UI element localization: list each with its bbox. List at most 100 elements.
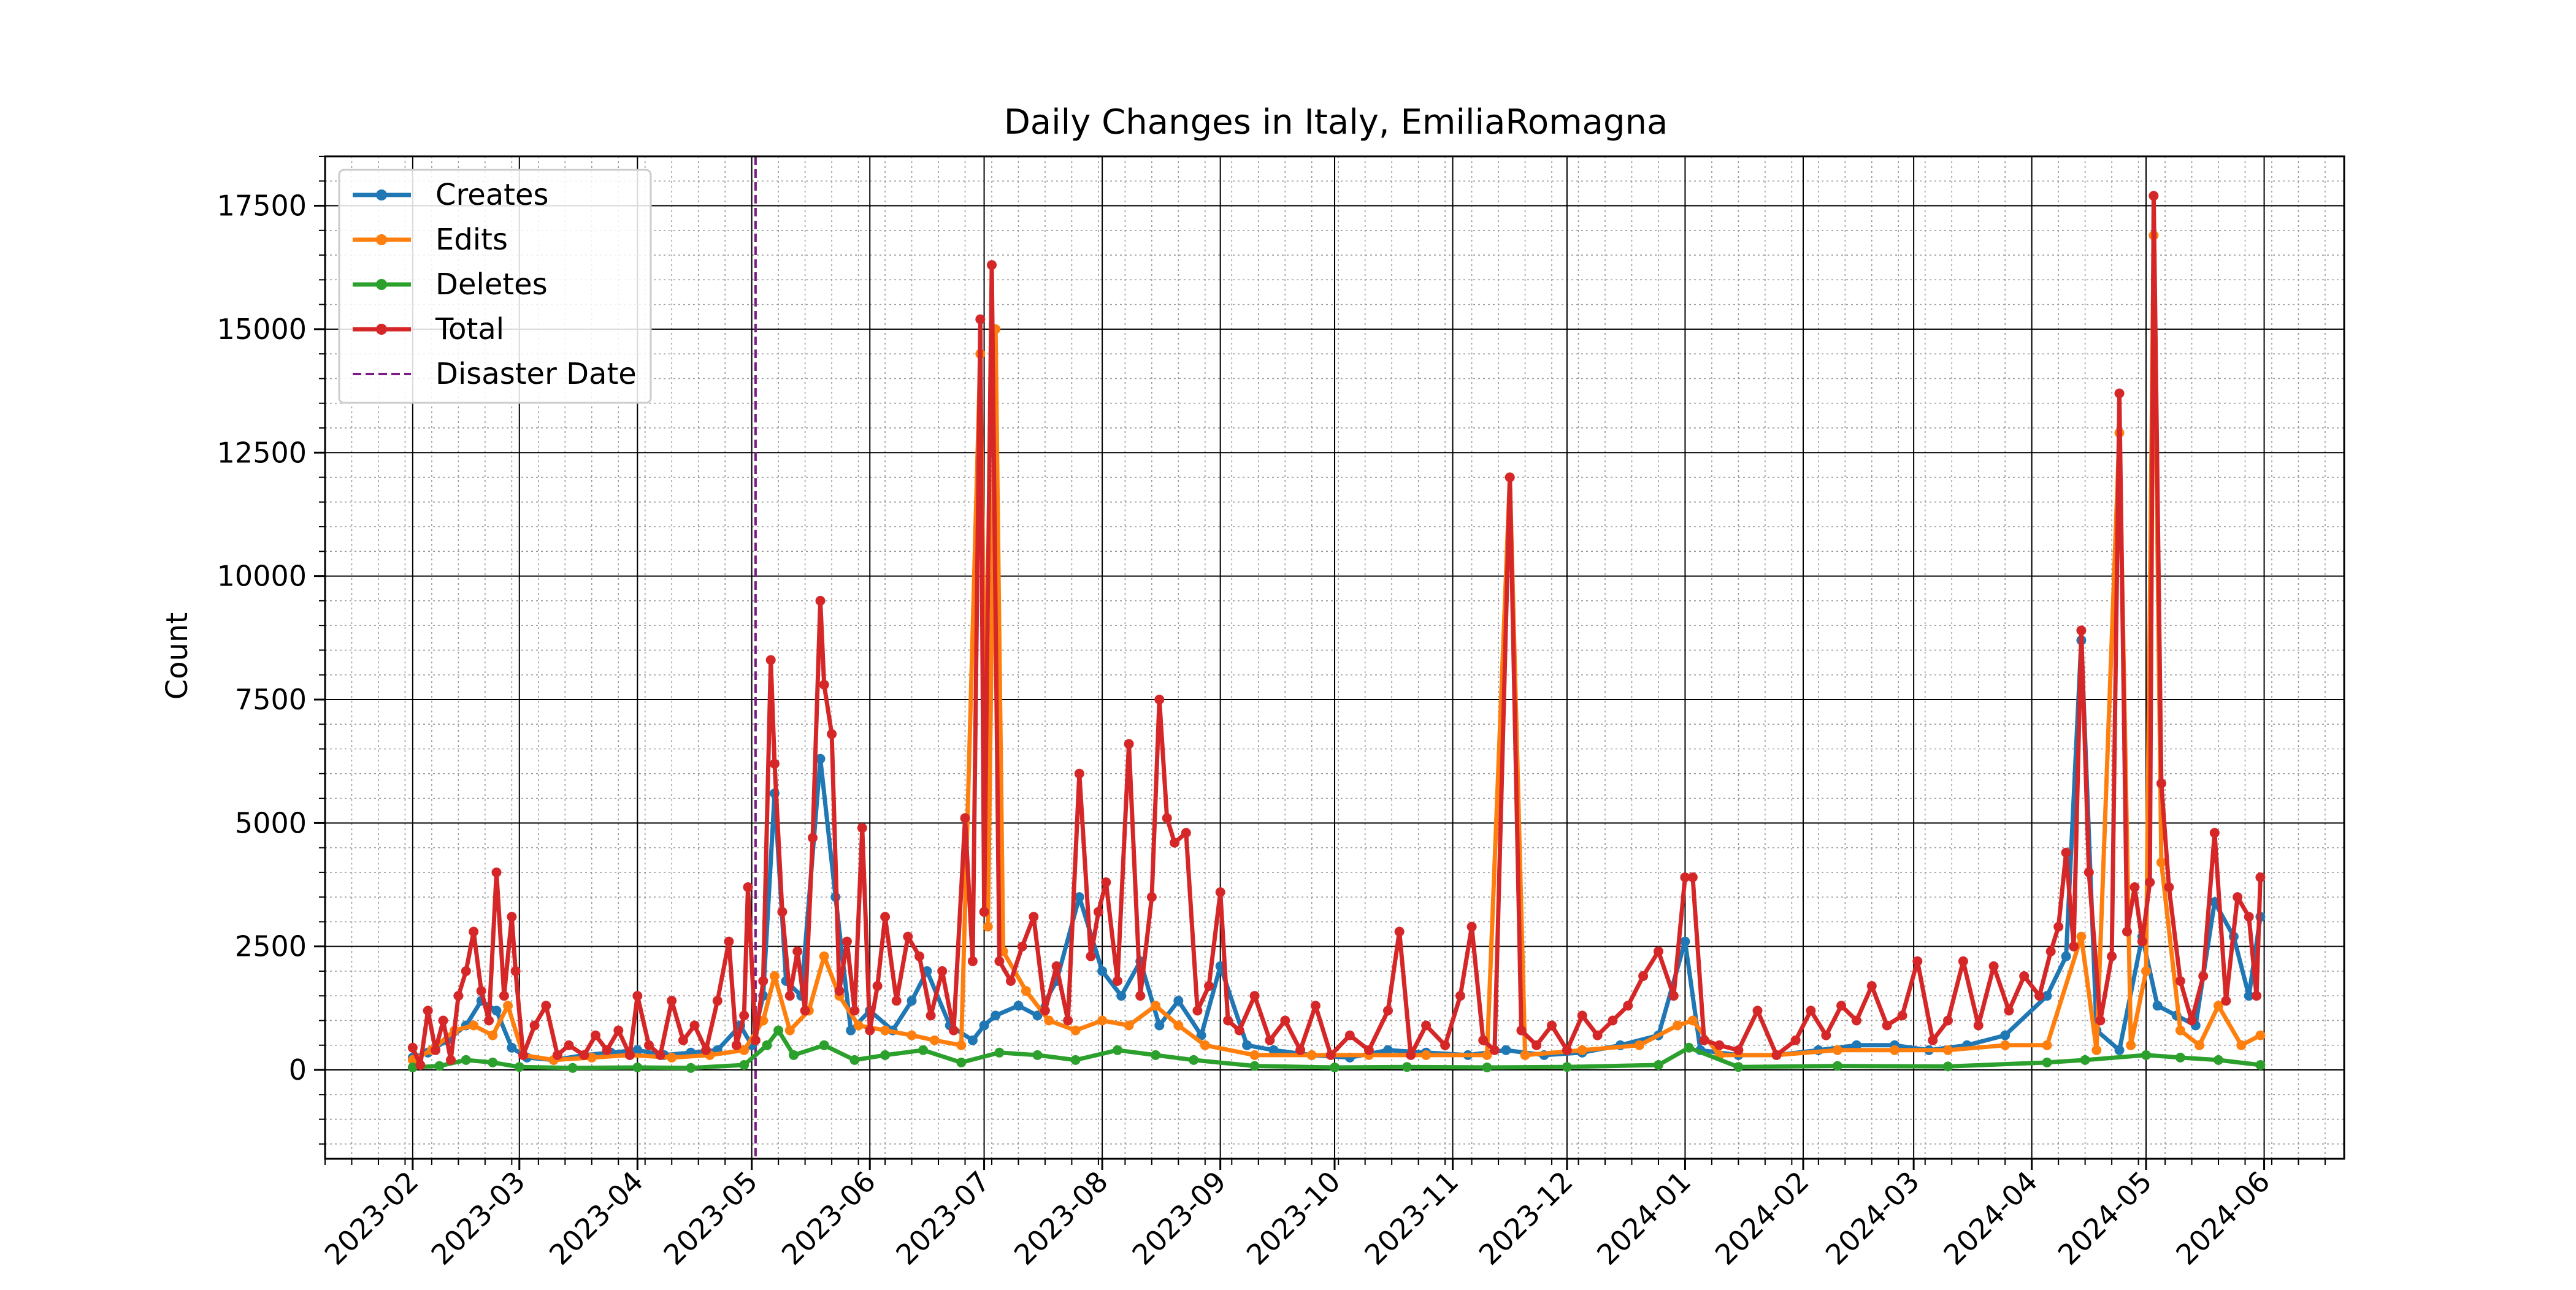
data-point-edits xyxy=(739,1045,749,1055)
data-point-total xyxy=(948,1025,959,1036)
data-point-total xyxy=(2076,625,2087,636)
chart-title: Daily Changes in Italy, EmiliaRomagna xyxy=(1004,102,1668,142)
data-point-total xyxy=(842,936,852,947)
data-point-total xyxy=(777,907,788,917)
data-point-total xyxy=(1516,1025,1527,1036)
data-point-total xyxy=(2221,996,2231,1006)
data-point-deletes xyxy=(2141,1050,2151,1060)
data-point-deletes xyxy=(2214,1055,2223,1065)
data-point-total xyxy=(1680,872,1690,882)
data-point-total xyxy=(1687,872,1698,882)
legend-marker xyxy=(376,324,387,335)
data-point-total xyxy=(1383,1006,1393,1016)
data-point-edits xyxy=(2214,1001,2223,1011)
data-point-total xyxy=(2252,991,2262,1001)
legend-marker xyxy=(376,234,387,245)
y-tick-label: 17500 xyxy=(217,189,307,223)
data-point-deletes xyxy=(1151,1050,1161,1060)
data-point-total xyxy=(1592,1030,1603,1040)
data-point-total xyxy=(1170,838,1180,848)
data-point-edits xyxy=(1200,1040,1210,1050)
data-point-edits xyxy=(1306,1050,1317,1060)
data-point-total xyxy=(891,996,902,1006)
data-point-deletes xyxy=(434,1061,445,1071)
data-point-deletes xyxy=(918,1045,929,1055)
data-point-edits xyxy=(586,1052,597,1063)
data-point-total xyxy=(975,314,986,324)
legend-label: Edits xyxy=(435,223,508,257)
data-point-total xyxy=(2233,892,2243,903)
data-point-total xyxy=(1790,1035,1801,1045)
data-point-total xyxy=(1973,1020,1984,1031)
data-point-edits xyxy=(2156,857,2166,868)
data-point-deletes xyxy=(1070,1055,1081,1065)
data-point-creates xyxy=(1097,966,1108,976)
data-point-total xyxy=(1295,1045,1306,1055)
data-point-total xyxy=(1223,1015,1233,1026)
data-point-total xyxy=(2164,882,2174,892)
legend-label: Deletes xyxy=(435,267,548,302)
data-point-edits xyxy=(2255,1030,2266,1040)
data-point-total xyxy=(1181,828,1191,838)
series-line-creates xyxy=(412,638,2263,1063)
data-point-total xyxy=(1478,1035,1489,1045)
data-point-edits xyxy=(488,1030,498,1040)
legend: Creates Edits Deletes Total Disaster Date xyxy=(338,169,652,404)
data-point-total xyxy=(2034,991,2045,1001)
data-point-edits xyxy=(929,1035,940,1045)
data-point-total xyxy=(800,1006,810,1016)
data-point-total xyxy=(1162,813,1172,823)
y-tick-label: 10000 xyxy=(217,560,307,593)
data-point-total xyxy=(2209,828,2220,838)
data-point-total xyxy=(792,946,803,956)
y-axis-label: Count xyxy=(160,613,194,700)
data-point-total xyxy=(1040,1006,1050,1016)
data-point-total xyxy=(1943,1015,1953,1026)
data-point-total xyxy=(1623,1001,1633,1011)
data-point-total xyxy=(461,966,471,976)
data-point-total xyxy=(1699,1035,1709,1045)
data-point-deletes xyxy=(2175,1052,2185,1063)
x-tick-label: 2023-10 xyxy=(1240,1165,1347,1272)
data-point-total xyxy=(518,1050,528,1060)
data-point-deletes xyxy=(1330,1063,1340,1072)
data-point-edits xyxy=(1943,1045,1953,1055)
data-point-total xyxy=(1466,922,1477,932)
data-point-total xyxy=(1771,1050,1782,1060)
data-point-edits xyxy=(1097,1015,1108,1026)
data-point-edits xyxy=(1173,1020,1184,1031)
data-point-total xyxy=(1440,1040,1451,1050)
data-point-deletes xyxy=(1654,1060,1663,1070)
data-point-total xyxy=(2156,778,2166,788)
data-point-total xyxy=(1093,907,1103,917)
data-point-total xyxy=(1455,991,1465,1001)
data-point-total xyxy=(872,981,883,991)
data-point-deletes xyxy=(1113,1045,1122,1055)
y-tick-label: 15000 xyxy=(217,313,307,346)
data-point-creates xyxy=(1013,1001,1024,1011)
data-point-total xyxy=(1668,991,1679,1001)
data-point-edits xyxy=(1151,1001,1161,1011)
data-point-total xyxy=(2187,1015,2197,1026)
x-tick-label: 2023-07 xyxy=(889,1165,996,1272)
series-line-edits xyxy=(412,233,2262,1063)
data-point-deletes xyxy=(1832,1061,1842,1071)
data-point-deletes xyxy=(461,1055,471,1065)
data-point-creates xyxy=(991,1010,1001,1021)
data-point-total xyxy=(1086,951,1096,961)
data-point-total xyxy=(2053,922,2064,932)
data-point-deletes xyxy=(956,1057,967,1067)
data-point-total xyxy=(2145,877,2155,887)
x-tick-label: 2024-03 xyxy=(1819,1165,1926,1272)
data-point-deletes xyxy=(789,1050,799,1060)
data-point-edits xyxy=(2076,931,2087,942)
data-point-total xyxy=(808,833,818,843)
data-point-total xyxy=(1406,1050,1416,1060)
data-point-creates xyxy=(979,1020,989,1031)
data-point-total xyxy=(2095,1015,2106,1026)
data-point-total xyxy=(784,991,795,1001)
x-tick-label: 2023-03 xyxy=(424,1165,531,1272)
data-point-total xyxy=(1249,991,1260,1001)
data-point-total xyxy=(1394,926,1405,937)
data-point-edits xyxy=(1249,1050,1260,1060)
